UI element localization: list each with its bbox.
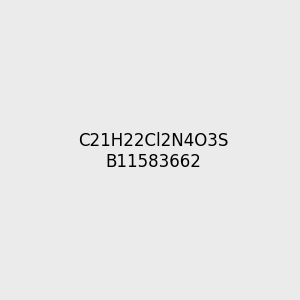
- Text: C21H22Cl2N4O3S
B11583662: C21H22Cl2N4O3S B11583662: [79, 132, 229, 171]
